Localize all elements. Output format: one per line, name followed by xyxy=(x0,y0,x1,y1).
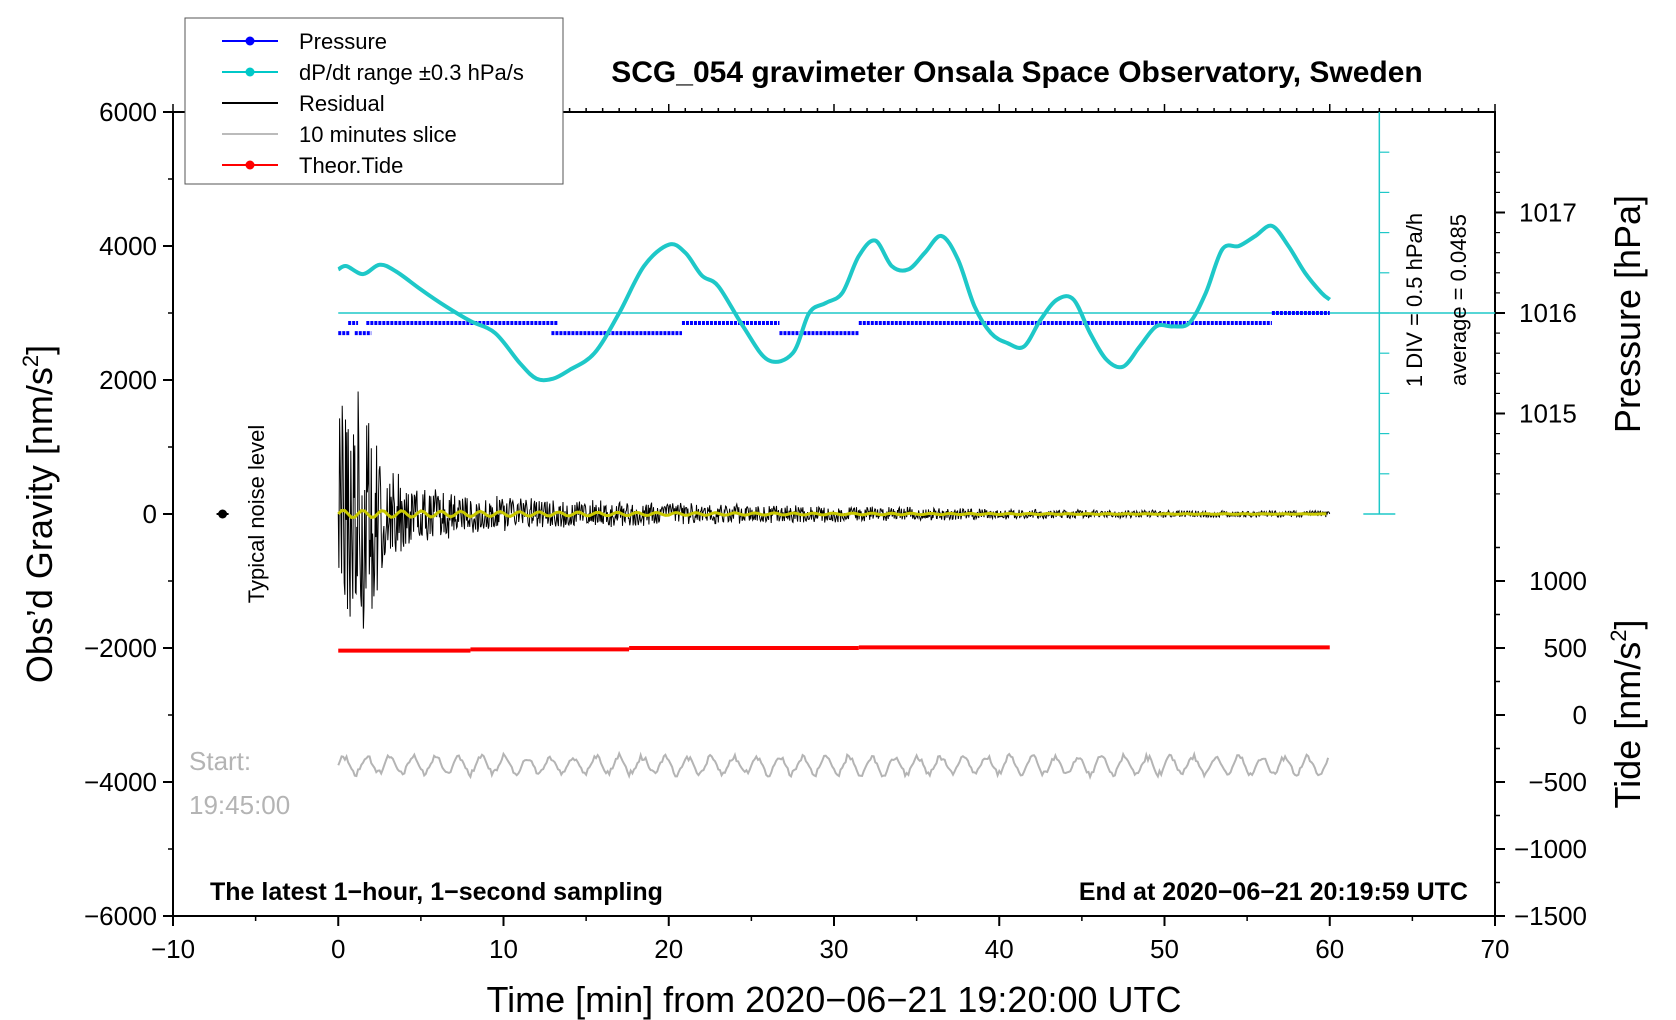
x-tick-label: 60 xyxy=(1315,934,1344,964)
dpdt-div-label: 1 DIV = 0.5 hPa/h xyxy=(1402,213,1427,387)
chart-title: SCG_054 gravimeter Onsala Space Observat… xyxy=(611,56,1423,89)
dpdt-average-label: average = 0.0485 xyxy=(1446,214,1471,386)
y-tick-label: 4000 xyxy=(99,231,157,261)
y-tick-label: 0 xyxy=(143,499,157,529)
y-axis-title: Obs’d Gravity [nm/s2] xyxy=(18,345,60,683)
noise-level-marker xyxy=(218,509,228,519)
x-axis-title: Time [min] from 2020−06−21 19:20:00 UTC xyxy=(486,979,1181,1020)
tide-axis-title-close: ] xyxy=(1607,620,1648,630)
overlay-annotations xyxy=(216,509,229,519)
x-tick-label: 30 xyxy=(820,934,849,964)
end-time-note: End at 2020−06−21 20:19:59 UTC xyxy=(1079,878,1468,906)
y-axis-title-close: ] xyxy=(19,345,60,355)
noise-level-label: Typical noise level xyxy=(244,425,269,604)
legend-box xyxy=(184,17,564,185)
y-axis-title-sup: 2 xyxy=(18,355,43,367)
y-tick-label: −4000 xyxy=(84,767,157,797)
legend: Pressure dP/dt range ±0.3 hPa/s Residual 10… xyxy=(184,17,564,185)
legend-marker-1 xyxy=(245,67,255,77)
tide-tick-label: −500 xyxy=(1528,767,1587,797)
tide-tick-label: 1000 xyxy=(1529,566,1587,596)
legend-marker-0 xyxy=(245,36,255,46)
tide-axis-title-main: Tide [nm/s xyxy=(1607,642,1648,809)
start-label: Start: xyxy=(189,746,251,776)
dpdt-series-line xyxy=(337,223,1332,383)
x-tick-label: 50 xyxy=(1150,934,1179,964)
start-time: 19:45:00 xyxy=(189,790,290,820)
x-tick-label: 70 xyxy=(1481,934,1510,964)
legend-marker-4 xyxy=(245,160,255,170)
x-tick-label: 0 xyxy=(331,934,345,964)
legend-label-3: 10 minutes slice xyxy=(299,122,457,147)
y-axis-title-main: Obs’d Gravity [nm/s xyxy=(19,367,60,683)
x-tick-label: 10 xyxy=(489,934,518,964)
tide-tick-label: −1000 xyxy=(1514,834,1587,864)
pressure-tick-label: 1017 xyxy=(1519,198,1577,228)
data-series xyxy=(337,112,1495,780)
pressure-tick-label: 1015 xyxy=(1519,399,1577,429)
x-tick-label: 40 xyxy=(985,934,1014,964)
tide-tick-label: 0 xyxy=(1573,700,1587,730)
x-tick-label: 20 xyxy=(654,934,683,964)
x-tick-label: −10 xyxy=(151,934,195,964)
legend-label-4: Theor.Tide xyxy=(299,153,403,178)
legend-label-2: Residual xyxy=(299,91,385,116)
legend-label-1: dP/dt range ±0.3 hPa/s xyxy=(299,60,524,85)
y-tick-label: 6000 xyxy=(99,97,157,127)
tide-axis-title: Tide [nm/s2] xyxy=(1606,620,1648,809)
tide-tick-label: 500 xyxy=(1544,633,1587,663)
pressure-axis-title: Pressure [hPa] xyxy=(1607,195,1648,433)
pressure-tick-label: 1016 xyxy=(1519,298,1577,328)
y-tick-label: 2000 xyxy=(99,365,157,395)
y-tick-label: −6000 xyxy=(84,901,157,931)
tide-tick-label: −1500 xyxy=(1514,901,1587,931)
slice-series-line xyxy=(337,750,1330,780)
tide-axis-title-sup: 2 xyxy=(1606,630,1631,642)
smoothed-series-line xyxy=(337,508,1327,520)
axis-ticks: −10 0 10 20 30 40 50 60 70 6000 4000 2000 0 −2000 −400… xyxy=(84,97,1587,964)
y-tick-label: −2000 xyxy=(84,633,157,663)
legend-label-0: Pressure xyxy=(299,29,387,54)
sampling-note: The latest 1−hour, 1−second sampling xyxy=(210,878,663,906)
